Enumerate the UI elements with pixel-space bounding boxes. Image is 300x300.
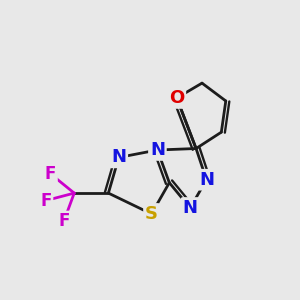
Text: N: N bbox=[150, 141, 165, 159]
Text: O: O bbox=[169, 89, 184, 107]
Text: S: S bbox=[145, 205, 158, 223]
Text: F: F bbox=[40, 191, 52, 209]
Text: N: N bbox=[183, 199, 198, 217]
Text: F: F bbox=[58, 212, 70, 230]
Text: N: N bbox=[111, 148, 126, 166]
Text: F: F bbox=[45, 165, 56, 183]
Text: N: N bbox=[199, 171, 214, 189]
